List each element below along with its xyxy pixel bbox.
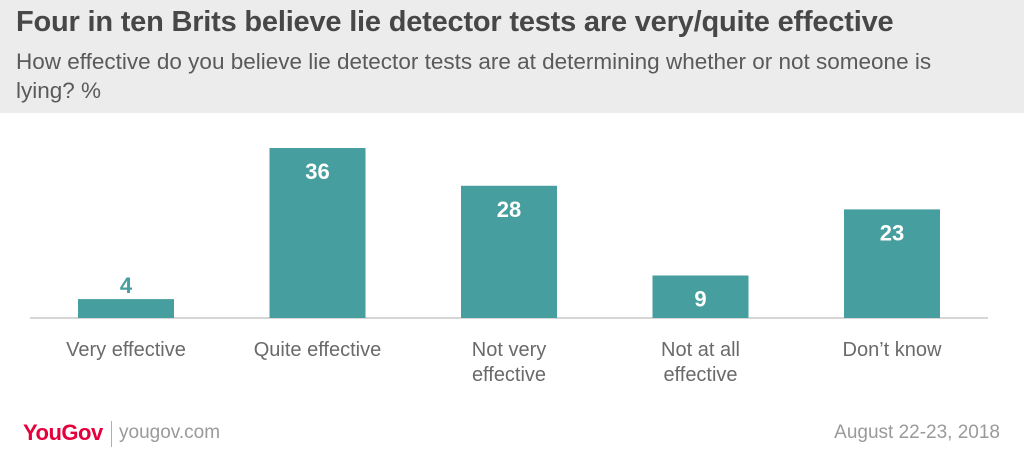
chart-header: Four in ten Brits believe lie detector t… [0, 0, 1024, 113]
data-label: 9 [694, 287, 706, 312]
chart-title: Four in ten Brits believe lie detector t… [16, 6, 894, 38]
category-label: Quite effective [254, 339, 381, 361]
data-label: 4 [120, 273, 133, 298]
yougov-logo: YouGov [23, 420, 103, 445]
bar [269, 148, 366, 318]
bar [461, 185, 557, 318]
bar [652, 275, 749, 318]
footer-divider [111, 421, 112, 447]
data-label: 36 [305, 159, 329, 184]
footer-date: August 22-23, 2018 [834, 422, 1000, 443]
category-label: Very effective [66, 339, 186, 361]
category-label: Don’t know [843, 339, 942, 361]
category-label: Not very effective [472, 339, 546, 386]
data-label: 23 [880, 220, 904, 245]
category-label: Not at all effective [661, 339, 740, 386]
data-label: 28 [497, 197, 521, 222]
bar-chart: 4 Very effective 36 Quite effective 28 Not ve… [30, 148, 988, 386]
chart-subtitle: How effective do you believe lie detecto… [16, 49, 932, 103]
bar [844, 209, 940, 318]
footer-site: yougov.com [119, 422, 221, 443]
bar [78, 299, 174, 318]
